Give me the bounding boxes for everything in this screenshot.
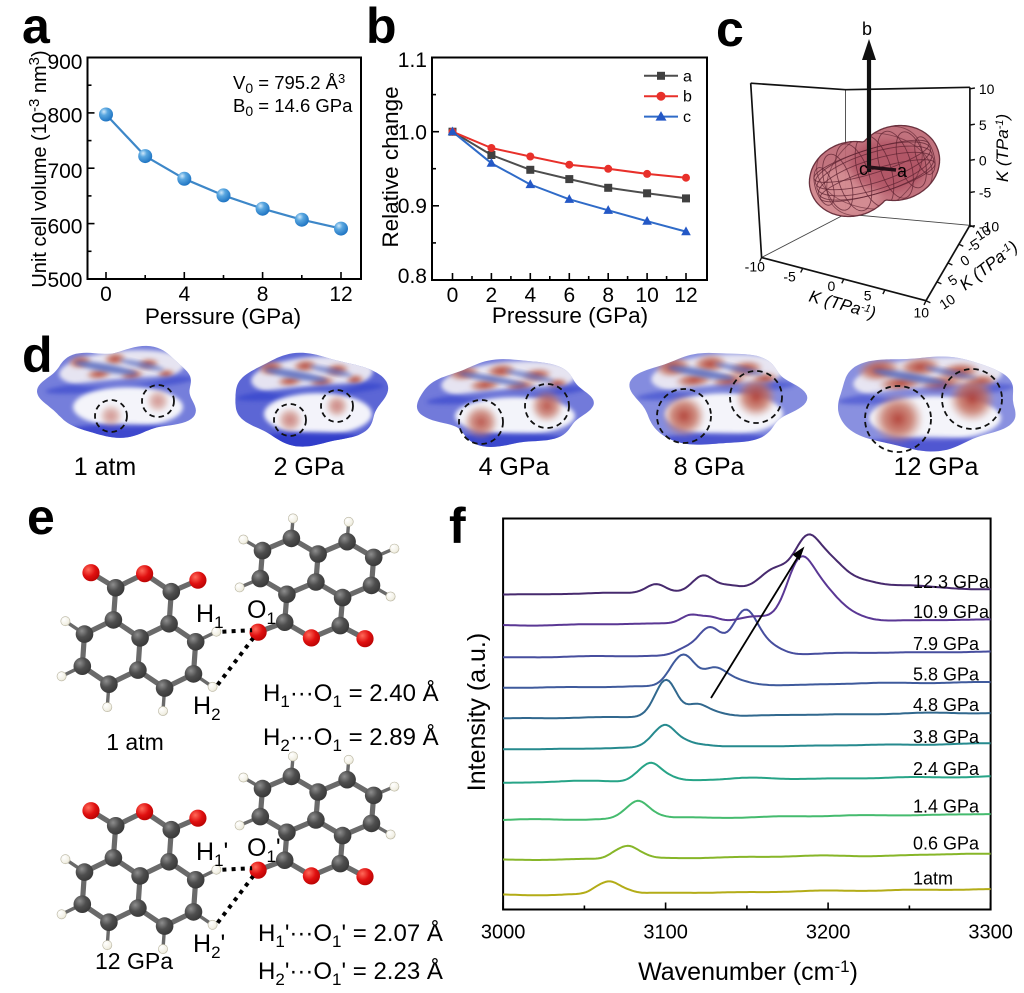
svg-text:0: 0 bbox=[447, 284, 459, 307]
svg-text:5.8 GPa: 5.8 GPa bbox=[913, 665, 980, 685]
svg-text:8: 8 bbox=[602, 284, 614, 307]
svg-text:V0 = 795.2 Å3: V0 = 795.2 Å3 bbox=[233, 71, 345, 96]
svg-text:12: 12 bbox=[674, 284, 697, 307]
svg-text:H1···O1 = 2.40 Å: H1···O1 = 2.40 Å bbox=[263, 679, 439, 711]
svg-text:1 atm: 1 atm bbox=[74, 453, 137, 481]
svg-text:4.8 GPa: 4.8 GPa bbox=[913, 695, 980, 715]
svg-text:Wavenumber (cm-1): Wavenumber (cm-1) bbox=[638, 957, 858, 986]
svg-text:a: a bbox=[22, 0, 51, 54]
svg-text:e: e bbox=[27, 489, 55, 545]
svg-text:5: 5 bbox=[864, 288, 872, 304]
svg-text:f: f bbox=[449, 498, 466, 554]
svg-text:0: 0 bbox=[100, 283, 112, 306]
svg-text:H2: H2 bbox=[193, 692, 221, 724]
svg-text:b: b bbox=[862, 19, 872, 39]
svg-text:1.1: 1.1 bbox=[398, 49, 427, 72]
svg-text:1atm: 1atm bbox=[913, 869, 953, 889]
svg-text:10: 10 bbox=[635, 284, 658, 307]
svg-text:8: 8 bbox=[257, 283, 269, 306]
svg-text:-5: -5 bbox=[979, 185, 992, 201]
svg-text:700: 700 bbox=[47, 160, 82, 183]
svg-text:-10: -10 bbox=[979, 219, 999, 235]
svg-text:10.9 GPa: 10.9 GPa bbox=[913, 602, 990, 622]
svg-text:0: 0 bbox=[979, 152, 987, 168]
svg-text:1.4 GPa: 1.4 GPa bbox=[913, 797, 980, 817]
svg-text:3100: 3100 bbox=[643, 922, 688, 944]
svg-text:O1': O1' bbox=[247, 834, 281, 866]
svg-text:12: 12 bbox=[329, 283, 352, 306]
svg-text:0: 0 bbox=[828, 278, 836, 294]
svg-text:500: 500 bbox=[47, 269, 82, 292]
svg-text:3300: 3300 bbox=[968, 922, 1013, 944]
svg-text:Perssure (GPa): Perssure (GPa) bbox=[145, 304, 301, 329]
svg-text:H2': H2' bbox=[193, 930, 225, 962]
svg-text:600: 600 bbox=[47, 216, 82, 239]
svg-text:H1'···O1' = 2.07 Å: H1'···O1' = 2.07 Å bbox=[258, 919, 443, 951]
svg-text:0.9: 0.9 bbox=[398, 195, 427, 218]
svg-text:c: c bbox=[859, 159, 868, 179]
svg-text:800: 800 bbox=[47, 105, 82, 128]
svg-text:B0 = 14.6 GPa: B0 = 14.6 GPa bbox=[233, 95, 353, 119]
svg-text:2: 2 bbox=[486, 284, 498, 307]
svg-text:1.0: 1.0 bbox=[398, 121, 427, 144]
svg-text:10: 10 bbox=[914, 304, 930, 320]
svg-text:0.8: 0.8 bbox=[398, 265, 427, 288]
svg-text:0.6 GPa: 0.6 GPa bbox=[913, 834, 980, 854]
svg-text:2 GPa: 2 GPa bbox=[274, 453, 345, 481]
svg-text:12.3 GPa: 12.3 GPa bbox=[913, 572, 990, 592]
svg-text:12 GPa: 12 GPa bbox=[95, 948, 173, 974]
svg-text:K (TPa-1): K (TPa-1) bbox=[993, 114, 1012, 182]
svg-text:8 GPa: 8 GPa bbox=[674, 453, 745, 481]
svg-text:12 GPa: 12 GPa bbox=[894, 453, 979, 481]
svg-text:c: c bbox=[716, 1, 744, 57]
svg-text:Relative change: Relative change bbox=[378, 86, 403, 247]
svg-text:900: 900 bbox=[47, 51, 82, 74]
svg-text:7.9 GPa: 7.9 GPa bbox=[913, 634, 980, 654]
svg-text:4 GPa: 4 GPa bbox=[479, 453, 550, 481]
svg-text:b: b bbox=[683, 89, 692, 106]
svg-text:c: c bbox=[683, 109, 691, 126]
svg-text:a: a bbox=[683, 68, 692, 85]
svg-text:3.8 GPa: 3.8 GPa bbox=[913, 727, 980, 747]
svg-text:2.4 GPa: 2.4 GPa bbox=[913, 759, 980, 779]
svg-text:3200: 3200 bbox=[806, 922, 851, 944]
svg-text:Unit cell volume (10-3 nm3): Unit cell volume (10-3 nm3) bbox=[26, 50, 51, 287]
svg-text:d: d bbox=[22, 327, 53, 383]
svg-text:6: 6 bbox=[563, 284, 575, 307]
svg-text:10: 10 bbox=[979, 81, 995, 97]
svg-text:4: 4 bbox=[524, 284, 536, 307]
svg-text:3000: 3000 bbox=[481, 922, 526, 944]
svg-text:-5: -5 bbox=[783, 269, 796, 285]
svg-text:a: a bbox=[897, 161, 908, 181]
svg-text:5: 5 bbox=[979, 117, 987, 133]
svg-text:-10: -10 bbox=[745, 258, 765, 274]
svg-text:Pressure (GPa): Pressure (GPa) bbox=[492, 303, 648, 328]
svg-text:H2···O1 = 2.89 Å: H2···O1 = 2.89 Å bbox=[263, 723, 439, 755]
svg-text:Intensity (a.u.): Intensity (a.u.) bbox=[463, 633, 491, 791]
svg-text:1 atm: 1 atm bbox=[106, 729, 164, 755]
svg-text:H1': H1' bbox=[196, 838, 228, 870]
svg-text:10: 10 bbox=[936, 291, 958, 313]
svg-text:4: 4 bbox=[178, 283, 190, 306]
svg-text:H2'···O1' = 2.23 Å: H2'···O1' = 2.23 Å bbox=[258, 957, 443, 989]
svg-text:b: b bbox=[366, 0, 397, 54]
